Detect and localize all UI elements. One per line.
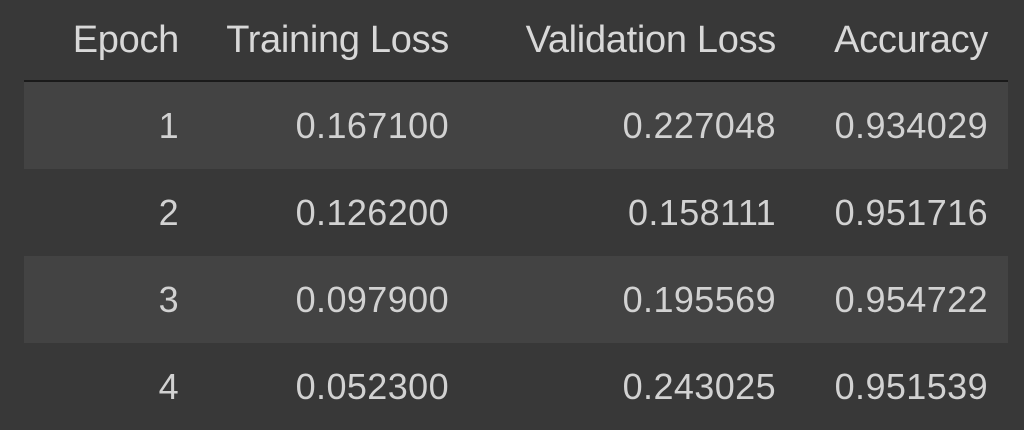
header-row: Epoch Training Loss Validation Loss Accu… (24, 0, 1008, 82)
training-metrics-table: Epoch Training Loss Validation Loss Accu… (24, 0, 1008, 430)
accuracy-cell: 0.934029 (796, 81, 1008, 169)
training-loss-cell: 0.126200 (179, 169, 469, 256)
training-metrics-table-container: Epoch Training Loss Validation Loss Accu… (24, 0, 1008, 430)
validation-loss-cell: 0.227048 (469, 81, 796, 169)
column-header-epoch: Epoch (24, 0, 179, 82)
table-header: Epoch Training Loss Validation Loss Accu… (24, 0, 1008, 82)
table-body: 1 0.167100 0.227048 0.934029 2 0.126200 … (24, 81, 1008, 430)
accuracy-cell: 0.951716 (796, 169, 1008, 256)
epoch-value: 3 (158, 278, 179, 320)
accuracy-cell: 0.954722 (796, 256, 1008, 343)
training-loss-cell: 0.097900 (179, 256, 469, 343)
epoch-cell: 2 (24, 169, 179, 256)
training-loss-cell: 0.167100 (179, 81, 469, 169)
training-loss-cell: 0.052300 (179, 343, 469, 430)
table-row: 4 0.052300 0.243025 0.951539 (24, 343, 1008, 430)
epoch-cell: 3 (24, 256, 179, 343)
table-row: 3 0.097900 0.195569 0.954722 (24, 256, 1008, 343)
epoch-value: 1 (158, 104, 179, 146)
epoch-cell: 1 (24, 81, 179, 169)
epoch-value: 2 (158, 191, 179, 233)
epoch-cell: 4 (24, 343, 179, 430)
validation-loss-cell: 0.243025 (469, 343, 796, 430)
accuracy-cell: 0.951539 (796, 343, 1008, 430)
column-header-validation-loss: Validation Loss (469, 0, 796, 82)
column-header-accuracy: Accuracy (796, 0, 1008, 82)
epoch-value: 4 (158, 365, 179, 407)
column-header-training-loss: Training Loss (179, 0, 469, 82)
table-row: 1 0.167100 0.227048 0.934029 (24, 81, 1008, 169)
validation-loss-cell: 0.195569 (469, 256, 796, 343)
validation-loss-cell: 0.158111 (469, 169, 796, 256)
table-row: 2 0.126200 0.158111 0.951716 (24, 169, 1008, 256)
